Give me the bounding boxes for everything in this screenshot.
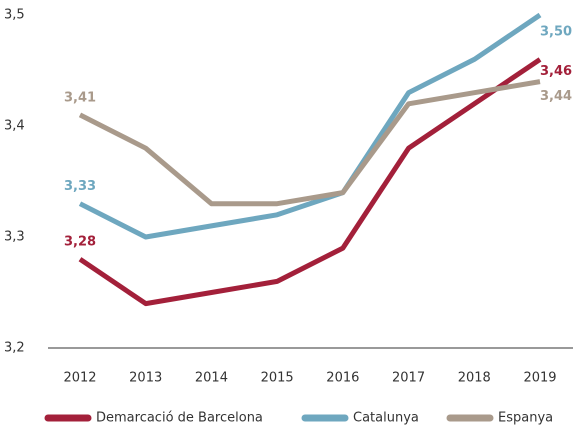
data-label: 3,33 [64,179,96,194]
data-label: 3,50 [540,25,572,40]
y-tick-label: 3,3 [4,230,25,245]
y-tick-label: 3,4 [4,119,25,134]
x-tick-label: 2016 [326,371,359,386]
legend-label: Catalunya [353,411,419,426]
x-tick-label: 2013 [129,371,162,386]
x-tick-label: 2015 [261,371,294,386]
series-line [78,57,542,307]
x-tick-label: 2019 [523,371,556,386]
legend-label: Demarcació de Barcelona [96,411,263,426]
x-tick-label: 2012 [63,371,96,386]
data-label: 3,46 [540,64,572,79]
x-tick-label: 2014 [195,371,228,386]
y-tick-label: 3,2 [4,341,25,356]
legend-label: Espanya [498,411,553,426]
x-tick-label: 2017 [392,371,425,386]
data-label: 3,44 [540,89,572,104]
y-tick-label: 3,5 [4,8,25,23]
data-label: 3,41 [64,90,96,105]
data-label: 3,28 [64,235,96,250]
x-tick-label: 2018 [458,371,491,386]
series-line [78,79,541,207]
series-line [78,12,542,240]
